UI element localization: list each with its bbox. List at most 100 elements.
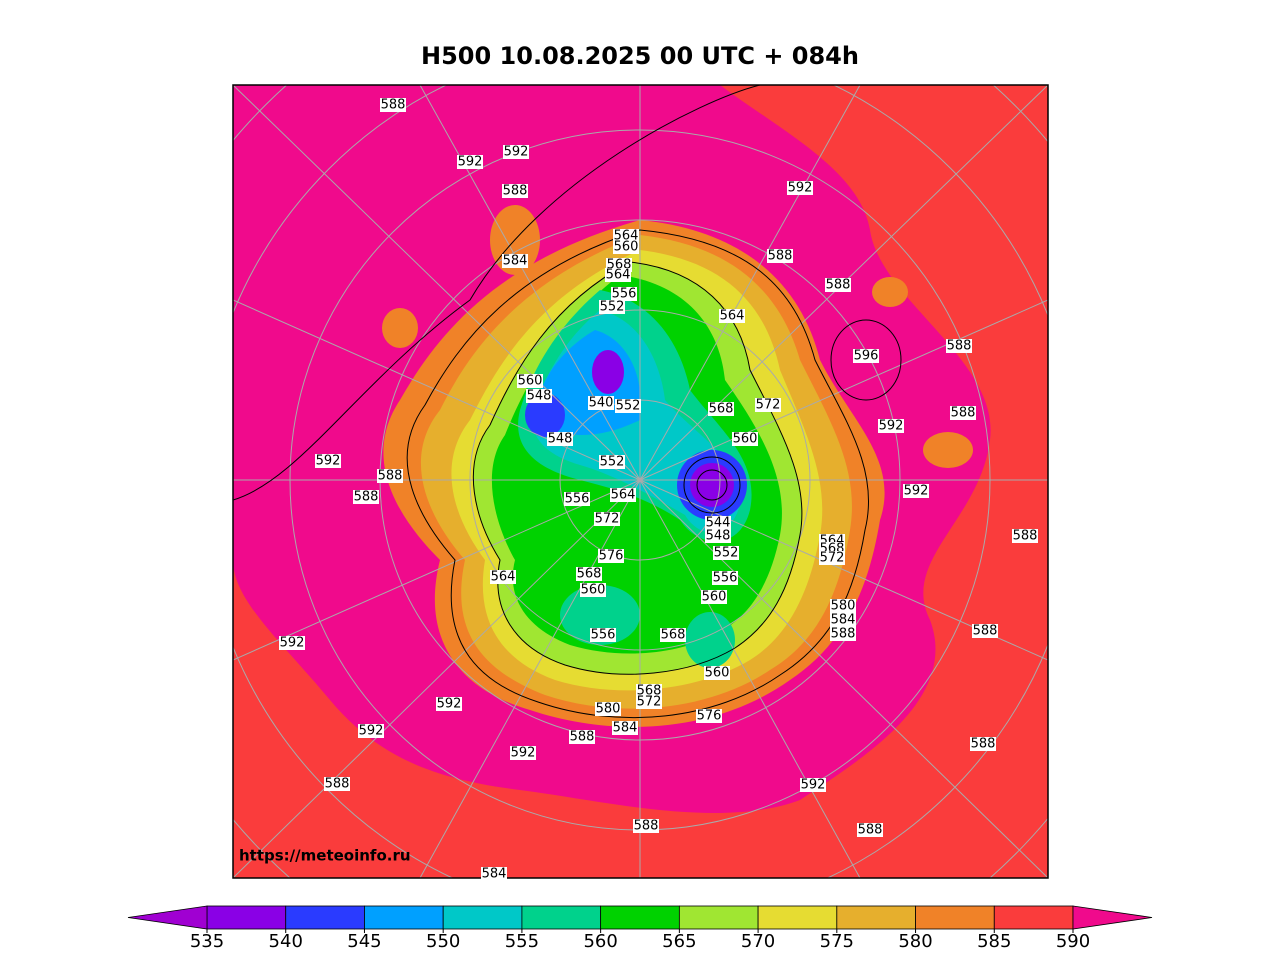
label-box xyxy=(857,823,883,837)
contour-label: 572 xyxy=(636,695,662,710)
field-555 xyxy=(685,612,735,668)
contour-label: 556 xyxy=(590,628,616,643)
contour-label: 592 xyxy=(800,778,826,793)
label-box xyxy=(701,590,727,604)
label-box xyxy=(903,484,929,498)
contour-label: 592 xyxy=(503,145,529,160)
label-text: 584 xyxy=(613,721,638,736)
label-box xyxy=(878,419,904,433)
label-text: 548 xyxy=(706,529,731,544)
contour-label: 592 xyxy=(358,724,384,739)
label-text: 588 xyxy=(570,730,595,745)
contour-label: 564 xyxy=(719,309,745,324)
label-box xyxy=(819,551,845,565)
contour-label: 588 xyxy=(377,469,403,484)
colorbar-segment xyxy=(678,905,759,930)
label-text: 580 xyxy=(596,702,621,717)
label-text: 588 xyxy=(354,490,379,505)
watermark: https://meteoinfo.ru xyxy=(239,847,411,865)
label-box xyxy=(611,287,637,301)
contour-label: 552 xyxy=(599,455,625,470)
contour-label: 564 xyxy=(610,488,636,503)
colorbar-tick-label: 555 xyxy=(505,931,539,952)
contour-label: 588 xyxy=(857,823,883,838)
colorbar-segment xyxy=(993,905,1074,930)
contour-label: 560 xyxy=(517,374,543,389)
label-box xyxy=(660,628,686,642)
label-box xyxy=(755,398,781,412)
label-text: 588 xyxy=(947,339,972,354)
field-535 xyxy=(690,463,734,507)
label-box xyxy=(970,737,996,751)
contour-label: 552 xyxy=(599,300,625,315)
label-box xyxy=(564,492,590,506)
label-text: 564 xyxy=(611,488,636,503)
contour-label: 576 xyxy=(696,709,722,724)
colorbar-segment xyxy=(521,905,602,930)
label-box xyxy=(590,628,616,642)
contour-label: 548 xyxy=(705,529,731,544)
colorbar-tick-label: 570 xyxy=(741,931,775,952)
label-box xyxy=(594,512,620,526)
contour-label: 548 xyxy=(526,389,552,404)
contour-label: 588 xyxy=(972,624,998,639)
label-text: 592 xyxy=(437,697,462,712)
label-box xyxy=(732,432,758,446)
label-box xyxy=(705,529,731,543)
contour-label: 564 xyxy=(605,268,631,283)
colorbar-segment xyxy=(757,905,838,930)
label-text: 576 xyxy=(697,709,722,724)
label-box xyxy=(636,695,662,709)
label-box xyxy=(605,268,631,282)
label-box xyxy=(517,374,543,388)
contour-label: 588 xyxy=(1012,529,1038,544)
contour-label: 584 xyxy=(830,613,856,628)
label-box xyxy=(613,229,639,243)
label-text: 572 xyxy=(820,551,845,566)
label-box xyxy=(767,249,793,263)
label-text: 592 xyxy=(359,724,384,739)
label-text: 572 xyxy=(637,695,662,710)
contour-label: 592 xyxy=(903,484,929,499)
label-text: 556 xyxy=(713,571,738,586)
label-text: 560 xyxy=(733,432,758,447)
label-box xyxy=(830,613,856,627)
label-box xyxy=(599,455,625,469)
contour-label: 588 xyxy=(830,627,856,642)
contour-label: 588 xyxy=(825,278,851,293)
contours xyxy=(233,85,902,719)
colorbar-segment xyxy=(915,905,995,930)
label-text: 588 xyxy=(503,184,528,199)
field-580 xyxy=(382,308,418,348)
contour-label: 572 xyxy=(594,512,620,527)
label-text: 560 xyxy=(581,583,606,598)
contour-label: 588 xyxy=(767,249,793,264)
contour-label: 588 xyxy=(324,777,350,792)
label-text: 592 xyxy=(511,746,536,761)
label-box xyxy=(719,309,745,323)
label-text: 592 xyxy=(280,636,305,651)
contour-label: 568 xyxy=(660,628,686,643)
contour-label: 568 xyxy=(708,402,734,417)
contour-label: 592 xyxy=(510,746,536,761)
label-box xyxy=(787,181,813,195)
label-box xyxy=(436,697,462,711)
label-text: 588 xyxy=(831,627,856,642)
label-box xyxy=(503,145,529,159)
label-text: 552 xyxy=(600,455,625,470)
contour-label: 592 xyxy=(315,454,341,469)
colorbar-tick-label: 540 xyxy=(269,931,303,952)
contour-label: 592 xyxy=(436,697,462,712)
label-text: 564 xyxy=(614,229,639,244)
label-box xyxy=(704,666,730,680)
colorbar-tick-label: 535 xyxy=(190,931,224,952)
label-box xyxy=(526,389,552,403)
label-text: 552 xyxy=(600,300,625,315)
contour-label: 552 xyxy=(713,546,739,561)
label-box xyxy=(599,300,625,314)
label-box xyxy=(502,184,528,198)
colorbar-segment xyxy=(364,905,444,930)
label-text: 580 xyxy=(831,599,856,614)
label-box xyxy=(636,684,662,698)
contour-label: 560 xyxy=(613,240,639,255)
